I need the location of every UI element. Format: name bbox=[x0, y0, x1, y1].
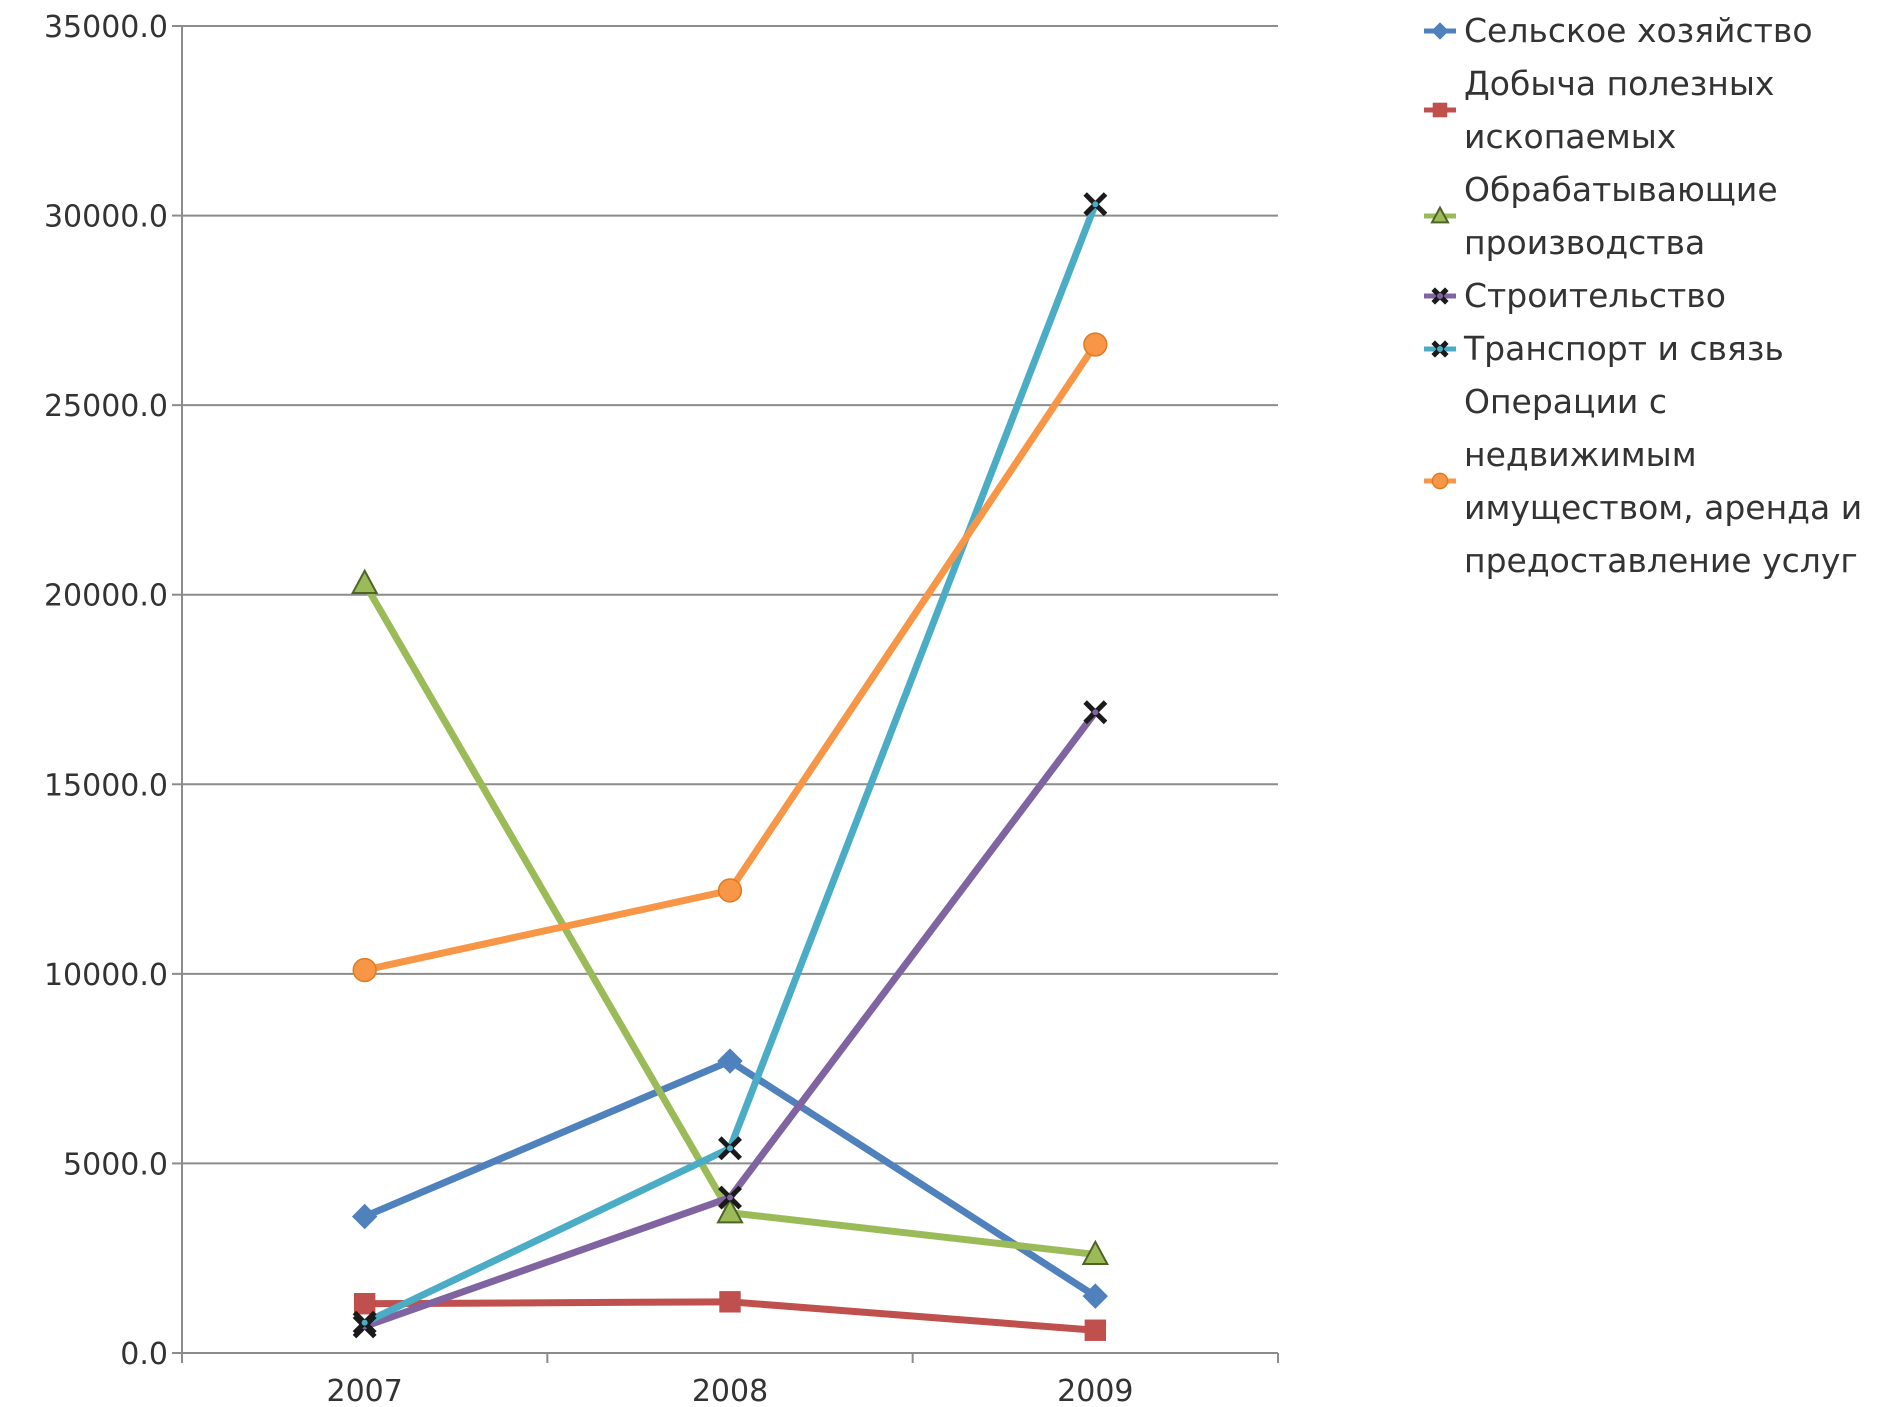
data-point-4-2 bbox=[718, 1185, 742, 1210]
y-tick-label: 35000.0 bbox=[44, 10, 168, 45]
series-line-6 bbox=[361, 340, 1099, 974]
x-tick-label: 2009 bbox=[1057, 1374, 1133, 1407]
data-point-5-3 bbox=[1083, 192, 1108, 217]
data-point-6-2 bbox=[717, 878, 743, 903]
legend-item: Строительство bbox=[1420, 269, 1875, 322]
legend-item: Сельское хозяйство bbox=[1420, 4, 1875, 57]
legend-label: Сельское хозяйство bbox=[1464, 11, 1813, 50]
data-point-2-1 bbox=[353, 1293, 376, 1315]
legend-label: Строительство bbox=[1464, 276, 1726, 315]
legend-marker-symbol bbox=[1431, 339, 1449, 358]
series-line-4 bbox=[361, 708, 1099, 1330]
legend-marker-symbol bbox=[1432, 102, 1448, 118]
series-lines bbox=[361, 200, 1099, 1334]
legend-item: Операции с недвижимым имуществом, аренда… bbox=[1420, 375, 1875, 587]
x-tick-labels: 2007 2008 2009 bbox=[326, 1374, 1133, 1407]
legend-item: Транспорт и связь bbox=[1420, 322, 1875, 375]
legend-marker-symbol bbox=[1431, 472, 1449, 490]
data-point-3-2 bbox=[716, 1198, 744, 1224]
y-tick-label: 0.0 bbox=[120, 1337, 168, 1372]
series-markers bbox=[350, 192, 1110, 1341]
axes bbox=[172, 25, 1279, 1363]
data-point-4-3 bbox=[1083, 700, 1108, 725]
legend-marker bbox=[1424, 102, 1456, 118]
data-point-2-3 bbox=[1084, 1319, 1107, 1341]
legend-marker-symbol bbox=[1431, 21, 1449, 40]
series-line-5 bbox=[361, 200, 1099, 1327]
gridlines bbox=[182, 25, 1278, 1165]
series-line-1 bbox=[361, 1057, 1099, 1300]
data-point-1-3 bbox=[1082, 1283, 1109, 1309]
legend-label: Операции с недвижимым имуществом, аренда… bbox=[1464, 382, 1863, 580]
y-tick-label: 20000.0 bbox=[44, 579, 168, 614]
legend-marker bbox=[1424, 339, 1456, 358]
legend-marker-symbol bbox=[1431, 286, 1449, 305]
data-point-1-1 bbox=[351, 1203, 378, 1230]
y-tick-label: 10000.0 bbox=[44, 958, 168, 993]
data-point-2-2 bbox=[719, 1291, 741, 1313]
legend-marker bbox=[1424, 205, 1456, 224]
x-tick-label: 2008 bbox=[692, 1374, 768, 1407]
legend-label: Транспорт и связь bbox=[1464, 329, 1784, 368]
y-tick-label: 25000.0 bbox=[44, 389, 168, 424]
legend-label: Обрабатывающие производства bbox=[1464, 170, 1778, 262]
x-tick-label: 2007 bbox=[326, 1374, 402, 1407]
y-tick-label: 30000.0 bbox=[44, 200, 168, 235]
data-point-5-2 bbox=[718, 1136, 742, 1161]
legend-marker bbox=[1424, 286, 1456, 305]
data-point-1-2 bbox=[717, 1048, 743, 1074]
series-line-3 bbox=[361, 579, 1099, 1258]
data-point-6-1 bbox=[352, 957, 377, 983]
data-point-3-1 bbox=[350, 568, 379, 594]
legend-item: Обрабатывающие производства bbox=[1420, 163, 1875, 269]
legend-marker bbox=[1424, 21, 1456, 40]
legend-marker-symbol bbox=[1430, 205, 1450, 224]
y-tick-label: 15000.0 bbox=[44, 768, 168, 803]
data-point-6-3 bbox=[1083, 332, 1108, 357]
legend: Сельское хозяйство Добыча полезных ископа… bbox=[1420, 4, 1875, 587]
legend-label: Добыча полезных ископаемых bbox=[1464, 64, 1775, 156]
data-point-3-3 bbox=[1081, 1239, 1110, 1266]
y-tick-labels: 0.0 5000.0 10000.0 15000.0 20000.0 25000.0 300… bbox=[44, 10, 168, 1372]
legend-marker bbox=[1424, 472, 1456, 490]
data-point-5-1 bbox=[352, 1310, 377, 1335]
legend-item: Добыча полезных ископаемых bbox=[1420, 57, 1875, 163]
y-tick-label: 5000.0 bbox=[63, 1147, 168, 1182]
